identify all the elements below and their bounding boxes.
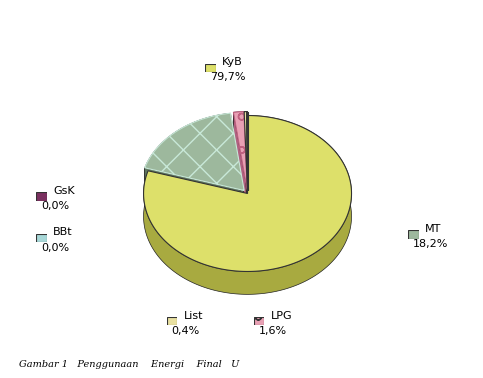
- Text: 1,6%: 1,6%: [258, 326, 286, 336]
- Text: 0,4%: 0,4%: [171, 326, 199, 336]
- Polygon shape: [233, 112, 247, 190]
- Text: MT: MT: [425, 224, 441, 234]
- Text: 0,0%: 0,0%: [41, 201, 69, 211]
- Polygon shape: [145, 168, 244, 214]
- Polygon shape: [148, 171, 248, 216]
- Text: KyB: KyB: [222, 57, 243, 67]
- Polygon shape: [36, 234, 47, 242]
- Text: BBt: BBt: [53, 228, 73, 237]
- Text: LPG: LPG: [270, 311, 292, 321]
- Polygon shape: [143, 116, 352, 294]
- Polygon shape: [205, 64, 216, 72]
- Polygon shape: [167, 317, 177, 325]
- Polygon shape: [244, 112, 247, 212]
- Polygon shape: [233, 112, 244, 135]
- Polygon shape: [244, 112, 247, 135]
- Text: GsK: GsK: [53, 186, 75, 196]
- Polygon shape: [143, 116, 352, 271]
- Text: 79,7%: 79,7%: [210, 73, 245, 82]
- Polygon shape: [145, 113, 244, 191]
- Text: 0,0%: 0,0%: [41, 243, 69, 253]
- Polygon shape: [145, 113, 230, 191]
- Text: List: List: [184, 311, 203, 321]
- Text: 18,2%: 18,2%: [413, 239, 448, 249]
- Polygon shape: [36, 192, 47, 201]
- Polygon shape: [230, 113, 244, 214]
- Polygon shape: [244, 112, 247, 212]
- Polygon shape: [408, 230, 419, 239]
- Polygon shape: [254, 317, 264, 325]
- Polygon shape: [244, 112, 247, 190]
- Polygon shape: [233, 112, 247, 212]
- Text: Gambar 1   Penggunaan    Energi    Final   U: Gambar 1 Penggunaan Energi Final U: [19, 359, 240, 369]
